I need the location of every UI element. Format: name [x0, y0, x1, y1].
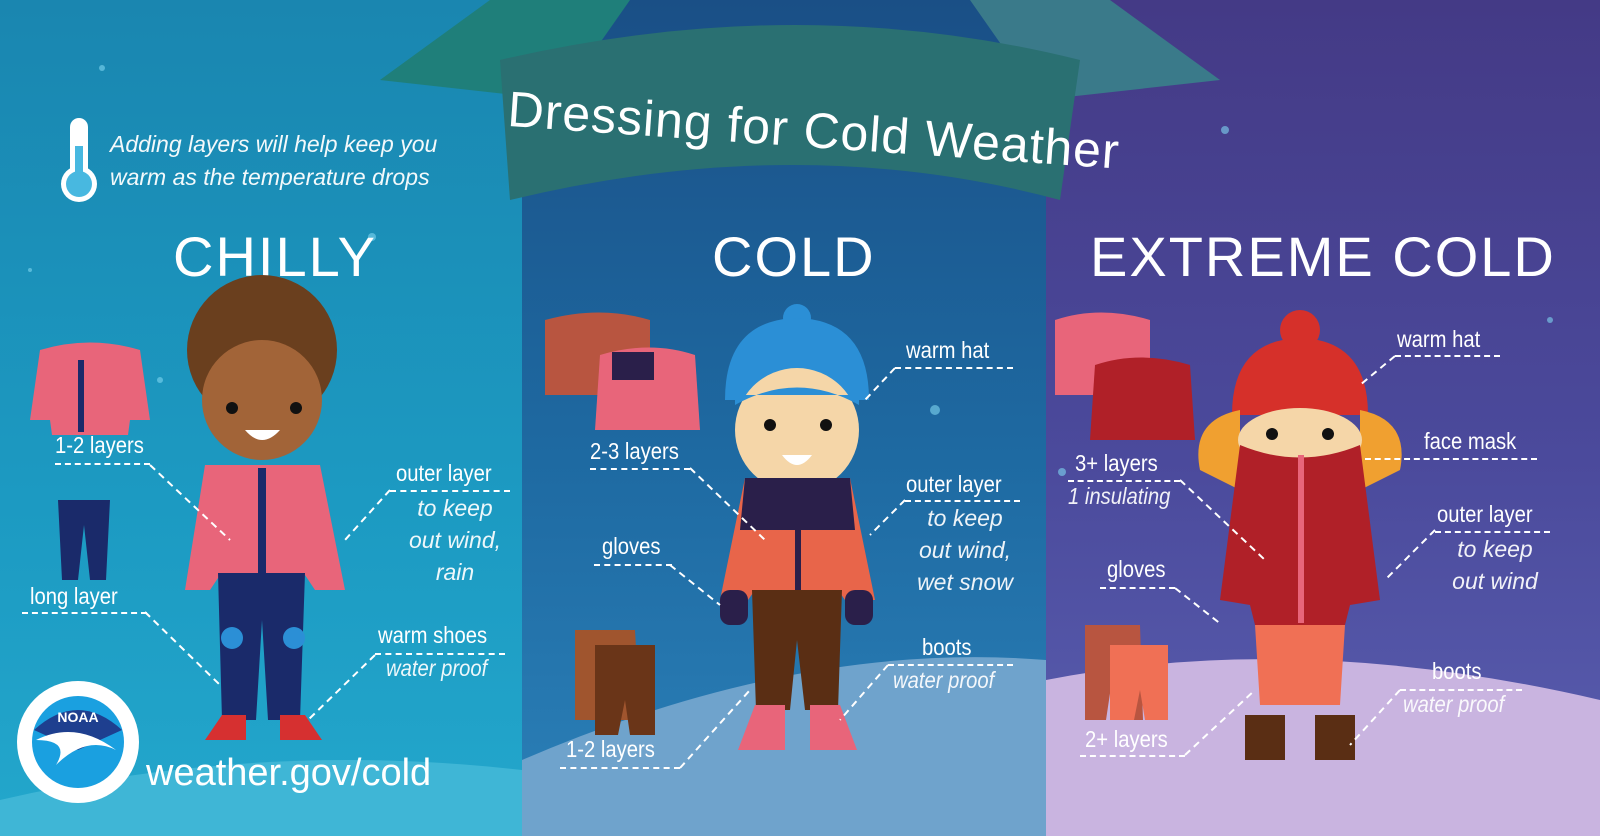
leader-line	[1395, 355, 1500, 357]
leader-line	[1068, 480, 1180, 482]
title-banner	[380, 0, 1220, 200]
leader-line	[390, 490, 510, 492]
label-extreme-face-mask: face mask	[1424, 428, 1517, 454]
tip-line-1: Adding layers will help keep you	[110, 131, 438, 157]
leader-line	[905, 500, 1020, 502]
website-link[interactable]: weather.gov/cold	[146, 752, 432, 794]
noaa-logo: NOAA	[17, 681, 139, 803]
leader-line	[1100, 587, 1175, 589]
note-extreme-outer: to keep out wind	[1452, 536, 1538, 594]
label-extreme-bottom-layers: 2+ layers	[1085, 726, 1168, 752]
label-chilly-long-layer: long layer	[30, 583, 118, 609]
leader-line	[1435, 531, 1550, 533]
leader-line	[590, 468, 690, 470]
leader-line	[594, 564, 672, 566]
label-extreme-top-layers: 3+ layers	[1075, 450, 1158, 476]
heading-cold: COLD	[712, 225, 876, 288]
label-extreme-boots: boots	[1432, 658, 1482, 684]
label-chilly-top-layers: 1-2 layers	[55, 432, 144, 458]
note-extreme-insulating: 1 insulating	[1068, 483, 1171, 509]
note-extreme-boots: water proof	[1403, 691, 1505, 717]
tip-line-2: warm as the temperature drops	[110, 164, 430, 190]
svg-text:NOAA: NOAA	[57, 709, 98, 725]
leader-line	[375, 653, 505, 655]
label-chilly-warm-shoes: warm shoes	[378, 622, 488, 648]
note-cold-boots: water proof	[893, 667, 995, 693]
note-cold-outer: to keep out wind, wet snow	[917, 505, 1013, 595]
label-chilly-outer-layer: outer layer	[396, 460, 492, 486]
note-chilly-shoes: water proof	[386, 655, 488, 681]
heading-chilly: CHILLY	[173, 225, 377, 288]
label-cold-top-layers: 2-3 layers	[590, 438, 679, 464]
leader-line	[888, 664, 1013, 666]
label-cold-outer-layer: outer layer	[906, 471, 1002, 497]
label-cold-boots: boots	[922, 634, 972, 660]
layering-tip: Adding layers will help keep you warm as…	[110, 128, 437, 194]
heading-extreme-cold: EXTREME COLD	[1090, 225, 1556, 288]
label-extreme-gloves: gloves	[1107, 556, 1166, 582]
leader-line	[560, 767, 680, 769]
leader-line	[1080, 755, 1185, 757]
label-cold-gloves: gloves	[602, 533, 661, 559]
leader-line	[55, 463, 150, 465]
leader-line	[22, 612, 147, 614]
thermometer-icon	[61, 118, 97, 202]
label-extreme-warm-hat: warm hat	[1397, 326, 1481, 352]
note-chilly-outer: to keep out wind, rain	[408, 495, 502, 585]
label-extreme-outer-layer: outer layer	[1437, 501, 1533, 527]
label-cold-warm-hat: warm hat	[906, 337, 990, 363]
leader-line	[1365, 458, 1537, 460]
leader-line	[895, 367, 1013, 369]
label-cold-bottom-layers: 1-2 layers	[566, 736, 655, 762]
leader-line	[1400, 689, 1522, 691]
